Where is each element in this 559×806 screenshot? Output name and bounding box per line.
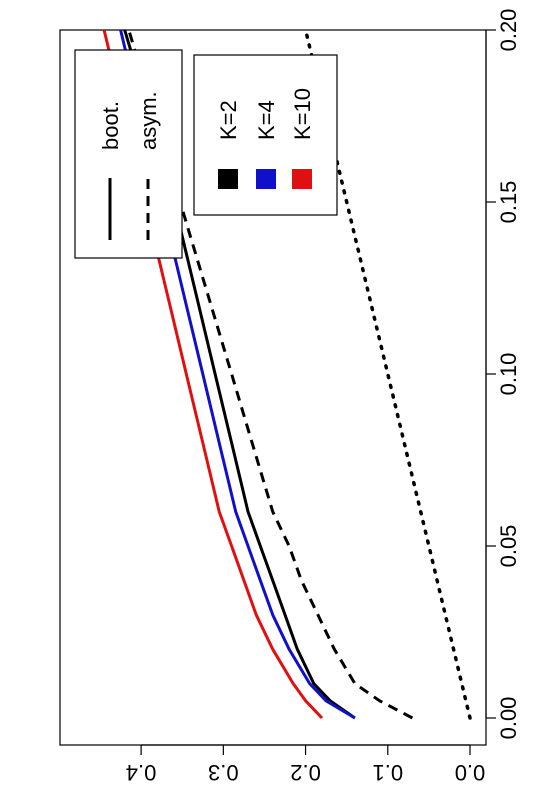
legend-label: K=10 xyxy=(290,88,315,140)
y-tick-label: 0.3 xyxy=(208,760,239,785)
x-tick-label: 0.05 xyxy=(496,525,521,568)
x-tick-label: 0.10 xyxy=(496,353,521,396)
legend-label: asym. xyxy=(136,91,161,150)
series-line-asym- xyxy=(127,30,414,720)
y-tick-label: 0.1 xyxy=(372,760,403,785)
legend-label: K=2 xyxy=(216,100,241,140)
legend-color-swatch xyxy=(292,169,312,189)
x-tick-label: 0.15 xyxy=(496,181,521,224)
legend-label: boot. xyxy=(98,101,123,150)
y-tick-label: 0.4 xyxy=(126,760,157,785)
legend-color-swatch xyxy=(218,169,238,189)
y-tick-label: 0.2 xyxy=(290,760,321,785)
legend-colors: K=2 K=4 K=10 xyxy=(193,54,338,216)
x-tick-label: 0.00 xyxy=(496,697,521,740)
legend-color-swatch xyxy=(256,169,276,189)
legend-line-styles: boot. asym. xyxy=(74,49,183,259)
x-tick-label: 0.20 xyxy=(496,9,521,52)
legend-label: K=4 xyxy=(254,100,279,140)
y-tick-label: 0.0 xyxy=(455,760,486,785)
chart-marks: 0.00 0.05 0.10 0.15 0.20 0.0 0.1 0.2 0.3 0.4 boot.… xyxy=(59,9,521,785)
legend-box xyxy=(74,49,183,259)
